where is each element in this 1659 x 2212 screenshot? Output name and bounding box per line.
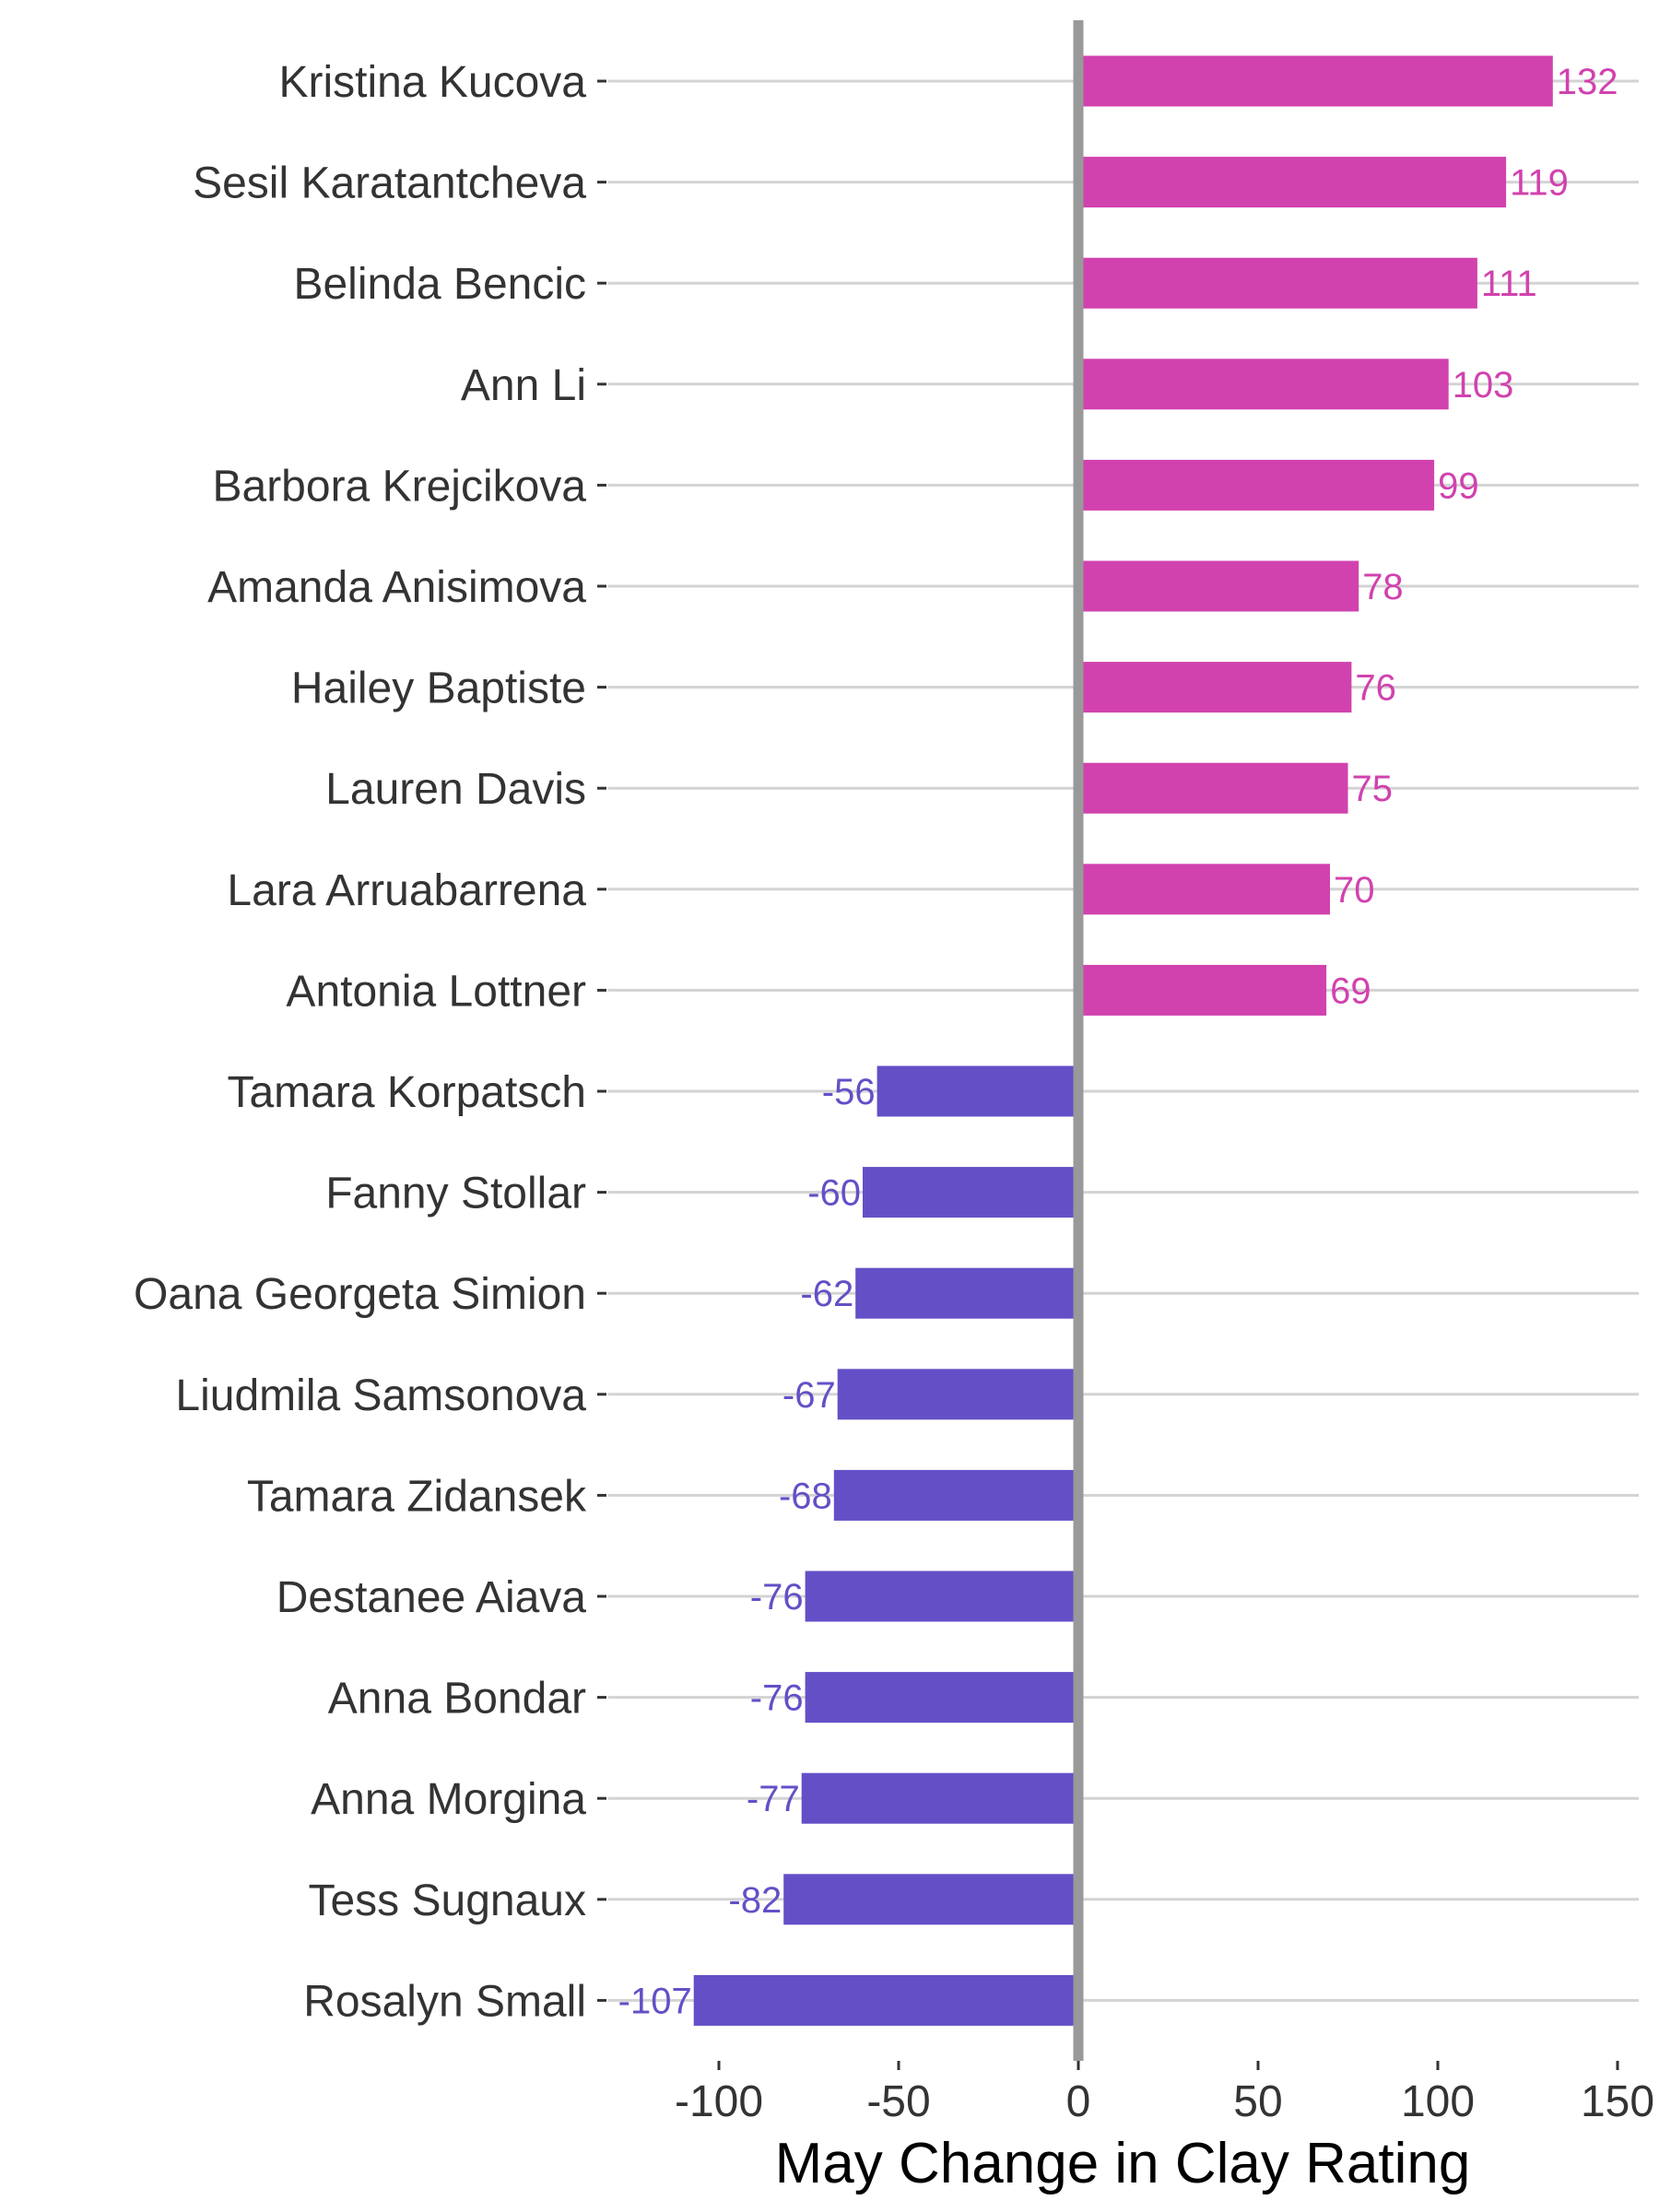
bar bbox=[1078, 762, 1348, 814]
data-label: 70 bbox=[1334, 870, 1375, 911]
y-tick-label: Fanny Stollar bbox=[325, 1170, 586, 1218]
grid-lines bbox=[608, 79, 1639, 2002]
bar bbox=[1078, 864, 1330, 915]
bar bbox=[855, 1267, 1078, 1319]
data-label: 132 bbox=[1557, 62, 1618, 102]
bar bbox=[863, 1167, 1078, 1218]
y-axis: Kristina Kucova Sesil Karatantcheva Belind… bbox=[134, 58, 606, 2026]
bar bbox=[805, 1672, 1078, 1724]
y-tick-label: Rosalyn Small bbox=[303, 1977, 586, 2026]
bar bbox=[877, 1065, 1078, 1117]
y-tick-label: Hailey Baptiste bbox=[291, 665, 586, 713]
y-tick-label: Tamara Zidansek bbox=[247, 1472, 587, 1521]
y-tick-label: Lauren Davis bbox=[325, 765, 586, 814]
x-axis: -100 -50 0 50 100 150 bbox=[675, 2061, 1654, 2126]
y-tick-label: Tamara Korpatsch bbox=[227, 1068, 586, 1117]
bar bbox=[1078, 157, 1507, 208]
data-label: 111 bbox=[1481, 264, 1537, 304]
x-tick-label: 100 bbox=[1401, 2077, 1475, 2126]
y-tick-label: Ann Li bbox=[461, 361, 586, 410]
data-label: 78 bbox=[1362, 567, 1404, 607]
data-label: -82 bbox=[728, 1880, 782, 1921]
y-tick-label: Anna Bondar bbox=[328, 1675, 586, 1724]
data-label: -60 bbox=[807, 1173, 861, 1214]
y-tick-label: Tess Sugnaux bbox=[308, 1877, 586, 1925]
bar bbox=[1078, 257, 1477, 309]
x-tick-label: 0 bbox=[1066, 2077, 1091, 2126]
bar bbox=[805, 1571, 1078, 1622]
bar bbox=[783, 1874, 1078, 1925]
y-tick-label: Lara Arruabarrena bbox=[227, 866, 586, 915]
bar bbox=[833, 1469, 1078, 1521]
bar bbox=[1078, 459, 1435, 511]
bar bbox=[1078, 964, 1327, 1016]
bar bbox=[837, 1369, 1078, 1420]
data-label: 69 bbox=[1330, 971, 1371, 1011]
data-label: -56 bbox=[822, 1072, 876, 1112]
y-tick-label: Antonia Lottner bbox=[286, 967, 586, 1016]
bar bbox=[1078, 662, 1352, 713]
bar bbox=[801, 1772, 1078, 1824]
y-tick-label: Belinda Bencic bbox=[293, 260, 586, 309]
x-tick-label: -50 bbox=[866, 2077, 930, 2126]
x-tick-label: -100 bbox=[675, 2077, 763, 2126]
bar bbox=[1078, 359, 1449, 410]
x-tick-label: 50 bbox=[1233, 2077, 1282, 2126]
x-axis-title: May Change in Clay Rating bbox=[775, 2132, 1471, 2195]
y-tick-label: Amanda Anisimova bbox=[207, 563, 586, 612]
y-tick-label: Kristina Kucova bbox=[279, 58, 587, 107]
data-label: -68 bbox=[779, 1476, 832, 1516]
data-label: -77 bbox=[747, 1779, 800, 1819]
y-tick-label: Destanee Aiava bbox=[276, 1573, 587, 1622]
data-label: 119 bbox=[1510, 163, 1569, 204]
bars bbox=[693, 55, 1553, 2026]
bar bbox=[1078, 560, 1359, 612]
data-label: 76 bbox=[1355, 668, 1396, 709]
data-label: -67 bbox=[782, 1375, 836, 1416]
y-tick-label: Barbora Krejcikova bbox=[212, 462, 586, 511]
y-tick-label: Sesil Karatantcheva bbox=[193, 159, 586, 208]
data-labels: 132 119 111 103 99 78 76 75 70 69 -56 -60 -62 -67 -68 -… bbox=[618, 62, 1618, 2021]
y-tick-label: Liudmila Samsonova bbox=[175, 1371, 586, 1420]
bar bbox=[1078, 55, 1553, 107]
y-tick-label: Oana Georgeta Simion bbox=[134, 1270, 586, 1319]
data-label: -62 bbox=[800, 1274, 853, 1314]
x-tick-label: 150 bbox=[1581, 2077, 1654, 2126]
bar bbox=[693, 1974, 1078, 2026]
data-label: 99 bbox=[1438, 465, 1479, 506]
data-label: -76 bbox=[750, 1678, 804, 1719]
data-label: 75 bbox=[1352, 769, 1394, 809]
data-label: 103 bbox=[1453, 365, 1514, 406]
data-label: -76 bbox=[750, 1577, 804, 1618]
data-label: -107 bbox=[618, 1981, 692, 2021]
y-tick-label: Anna Morgina bbox=[311, 1775, 586, 1824]
